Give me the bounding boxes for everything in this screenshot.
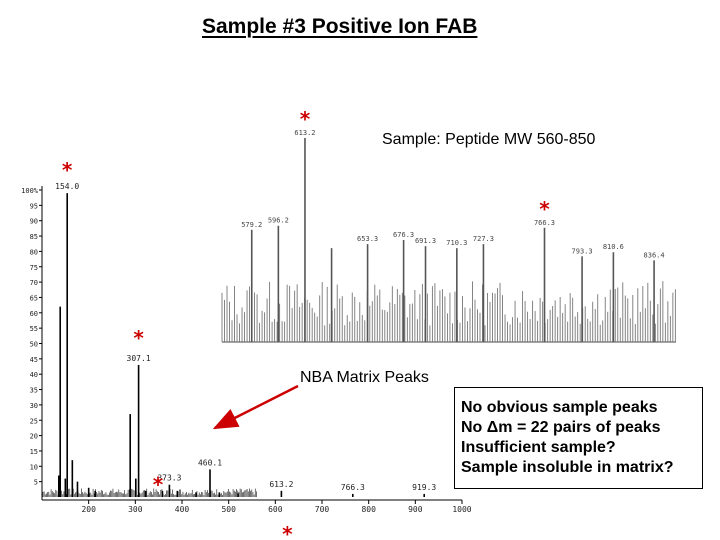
x-tick-label: 1000 [452, 505, 471, 514]
y-tick-label: 10 [30, 463, 38, 471]
y-tick-label: 95 [30, 202, 38, 210]
y-tick-label: 80 [30, 248, 38, 256]
y-tick-label: 85 [30, 233, 38, 241]
y-tick-label: 30 [30, 402, 38, 410]
y-tick-label: 25 [30, 417, 38, 425]
y-tick-label: 40 [30, 371, 38, 379]
star-marker: * [281, 522, 293, 540]
peak-label: 919.3 [412, 483, 436, 492]
inset-peak-label: 710.3 [446, 239, 467, 247]
y-tick-label: 65 [30, 294, 38, 302]
inset-peak-label: 727.3 [473, 235, 494, 243]
y-tick-label: 35 [30, 387, 38, 395]
y-tick-label: 45 [30, 356, 38, 364]
inset-peak-label: 596.2 [268, 217, 289, 225]
nba-matrix-label: NBA Matrix Peaks [300, 369, 429, 386]
note-line: No Δm = 22 pairs of peaks [461, 419, 661, 436]
inset-peak-label: 676.3 [393, 231, 414, 239]
inset-peak-label: 579.2 [241, 221, 262, 229]
y-tick-label: 55 [30, 325, 38, 333]
y-tick-label: 5 [34, 479, 38, 487]
peak-label: 373.3 [157, 474, 181, 483]
peak-label: 766.3 [341, 483, 365, 492]
main-spectrum: 5 10 15 20 25 30 35 40 45 50 55 60 65 70 75 80 85 90 95 100… [21, 182, 472, 514]
y-tick-label: 70 [30, 279, 38, 287]
x-tick-label: 700 [315, 505, 330, 514]
inset-peak-label: 613.2 [294, 129, 315, 137]
y-tick-label: 90 [30, 218, 38, 226]
y-tick-label: 75 [30, 264, 38, 272]
x-tick-label: 500 [221, 505, 236, 514]
star-marker: * [133, 326, 145, 350]
inset-peak-label: 810.6 [603, 243, 624, 251]
x-tick-label: 300 [128, 505, 143, 514]
inset-peak-label: 766.3 [534, 219, 555, 227]
peak-label: 460.1 [198, 458, 222, 467]
inset-peak-label: 653.3 [357, 235, 378, 243]
sample-label: Sample: Peptide MW 560-850 [382, 131, 596, 148]
note-line: Insufficient sample? [461, 439, 616, 456]
y-tick-label: 15 [30, 448, 38, 456]
y-tick-label: 20 [30, 433, 38, 441]
y-tick-label: 60 [30, 310, 38, 318]
nba-arrow [212, 384, 299, 430]
note-line: No obvious sample peaks [461, 399, 658, 416]
star-marker: * [152, 472, 164, 496]
inset-peak-label: 793.3 [572, 247, 593, 255]
star-marker: * [538, 197, 550, 221]
baseline-noise [42, 488, 257, 497]
peak-markers: * * * * * * [61, 107, 550, 540]
x-tick-label: 400 [175, 505, 190, 514]
x-tick-label: 800 [361, 505, 376, 514]
x-tick-label: 900 [408, 505, 423, 514]
x-tick-label: 600 [268, 505, 283, 514]
star-marker: * [299, 107, 311, 131]
y-tick-label: 50 [30, 341, 38, 349]
inset-noise [221, 281, 676, 342]
inset-peak-label: 836.4 [644, 251, 665, 259]
peak-label: 307.1 [127, 354, 151, 363]
slide-title: Sample #3 Positive Ion FAB [202, 15, 478, 38]
x-tick-label: 200 [81, 505, 96, 514]
peak-label: 154.0 [55, 182, 79, 191]
star-marker: * [61, 158, 73, 182]
y-tick-label: 100% [21, 187, 39, 195]
inset-peak-label: 691.3 [415, 237, 436, 245]
note-line: Sample insoluble in matrix? [461, 459, 674, 476]
notes-box: No obvious sample peaks No Δm = 22 pairs… [454, 387, 703, 489]
peak-label: 613.2 [269, 480, 293, 489]
